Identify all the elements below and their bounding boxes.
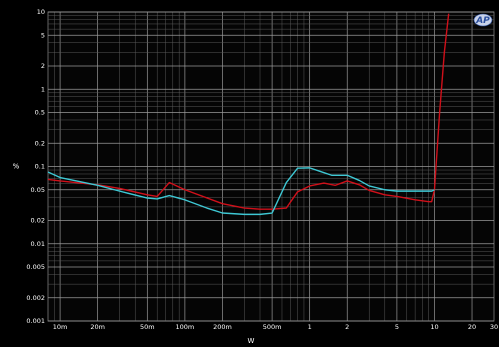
logo-badge xyxy=(473,13,493,27)
x-tick-label: 200m xyxy=(213,323,232,331)
series-line-1 xyxy=(47,13,450,210)
y-tick-label: 0.05 xyxy=(31,186,45,194)
x-tick-label: 100m xyxy=(176,323,195,331)
y-tick-label: 0.2 xyxy=(35,139,45,147)
y-tick-label: 10 xyxy=(37,8,45,16)
y-tick-label: 0.005 xyxy=(26,263,45,271)
y-axis-label: % xyxy=(13,163,20,171)
x-tick-label: 50m xyxy=(140,323,155,331)
x-tick-label: 30 xyxy=(490,323,498,331)
y-tick-label: 0.5 xyxy=(35,109,45,117)
y-tick-label: 0.1 xyxy=(35,163,45,171)
x-tick-label: 10m xyxy=(53,323,68,331)
series-line-2 xyxy=(47,167,435,216)
x-tick-label: 500m xyxy=(263,323,282,331)
grid xyxy=(47,11,495,322)
x-tick-label: 5 xyxy=(395,323,399,331)
x-tick-label: 1 xyxy=(308,323,312,331)
y-tick-label: 0.02 xyxy=(31,217,45,225)
y-tick-label: 5 xyxy=(41,31,45,39)
y-tick-label: 1 xyxy=(41,85,45,93)
x-tick-label: 20 xyxy=(468,323,476,331)
y-tick-label: 0.01 xyxy=(31,240,45,248)
x-axis-label: W xyxy=(248,337,255,345)
y-tick-label: 0.002 xyxy=(26,294,45,302)
x-tick-label: 2 xyxy=(345,323,349,331)
x-tick-label: 20m xyxy=(90,323,105,331)
x-tick-label: 10 xyxy=(430,323,438,331)
y-tick-label: 0.001 xyxy=(26,317,45,325)
logo-text: AP xyxy=(475,16,490,26)
y-tick-label: 2 xyxy=(41,62,45,70)
